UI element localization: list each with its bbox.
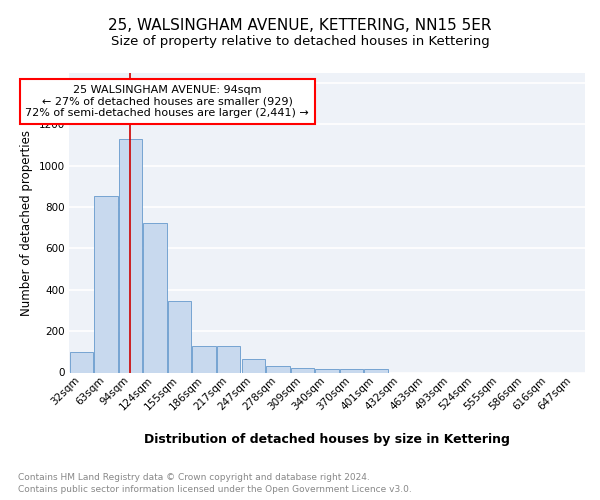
Bar	[340, 370, 363, 372]
Text: Contains public sector information licensed under the Open Government Licence v3: Contains public sector information licen…	[18, 485, 412, 494]
Text: 25 WALSINGHAM AVENUE: 94sqm
← 27% of detached houses are smaller (929)
72% of se: 25 WALSINGHAM AVENUE: 94sqm ← 27% of det…	[25, 85, 309, 118]
Bar	[70, 352, 93, 372]
Y-axis label: Number of detached properties: Number of detached properties	[20, 130, 33, 316]
Bar	[291, 368, 314, 372]
Bar	[94, 196, 118, 372]
Text: Distribution of detached houses by size in Kettering: Distribution of detached houses by size …	[144, 432, 510, 446]
Bar	[119, 138, 142, 372]
Bar	[193, 346, 216, 372]
Bar	[242, 359, 265, 372]
Text: Size of property relative to detached houses in Kettering: Size of property relative to detached ho…	[110, 35, 490, 48]
Text: Contains HM Land Registry data © Crown copyright and database right 2024.: Contains HM Land Registry data © Crown c…	[18, 472, 370, 482]
Text: 25, WALSINGHAM AVENUE, KETTERING, NN15 5ER: 25, WALSINGHAM AVENUE, KETTERING, NN15 5…	[108, 18, 492, 32]
Bar	[143, 222, 167, 372]
Bar	[316, 369, 338, 372]
Bar	[217, 346, 241, 372]
Bar	[168, 301, 191, 372]
Bar	[266, 366, 290, 372]
Bar	[364, 370, 388, 372]
